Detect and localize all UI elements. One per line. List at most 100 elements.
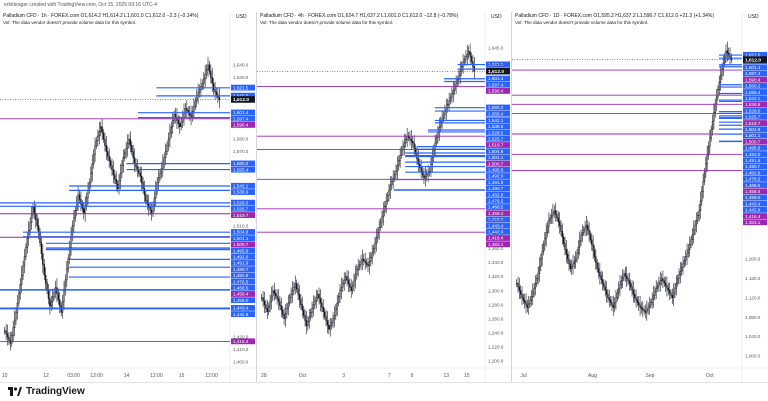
level-label: 1,601.4 xyxy=(745,65,761,70)
candle xyxy=(300,299,302,305)
candle xyxy=(52,296,54,302)
candle xyxy=(208,64,211,72)
chart-svg-1d[interactable]: 1,621.51,615.01,601.41,597.41,590.41,560… xyxy=(512,12,768,382)
candle xyxy=(639,304,641,308)
candle xyxy=(448,100,450,105)
y-tick-label: 1,260.0 xyxy=(488,316,504,321)
candle xyxy=(722,62,724,70)
candle xyxy=(276,295,278,299)
level-label-bg xyxy=(231,305,255,311)
candle xyxy=(468,51,470,55)
chart-panel-4h[interactable]: 1,621.51,615.01,601.41,597.41,590.41,560… xyxy=(257,12,511,382)
level-label-bg xyxy=(743,219,767,226)
level-label-bg xyxy=(486,142,510,148)
candle xyxy=(98,131,100,137)
candle xyxy=(662,278,664,282)
candle xyxy=(297,288,299,295)
level-label-bg xyxy=(231,115,255,122)
candle xyxy=(18,293,20,304)
y-tick-label: 1,420.0 xyxy=(233,335,249,340)
candle xyxy=(398,160,400,167)
candle xyxy=(109,160,112,166)
candle xyxy=(265,304,267,309)
candle xyxy=(545,232,547,239)
candle xyxy=(538,266,541,274)
level-label: 1,542.1 xyxy=(233,184,249,189)
candle xyxy=(579,240,581,248)
candle xyxy=(25,247,27,257)
level-label-bg xyxy=(743,213,767,219)
candle xyxy=(541,251,543,260)
x-tick-label: 15 xyxy=(464,373,470,379)
candle xyxy=(315,297,317,302)
candle xyxy=(374,242,376,249)
candle xyxy=(470,56,473,62)
candle xyxy=(703,171,706,182)
candle xyxy=(613,302,616,308)
candle xyxy=(632,290,635,295)
chart-svg-4h[interactable]: 1,621.51,615.01,601.41,597.41,590.41,560… xyxy=(257,12,511,382)
y-tick-label: 1,340.0 xyxy=(488,260,504,265)
candle xyxy=(520,290,522,295)
candle xyxy=(392,177,394,182)
level-label: 1,555.4 xyxy=(745,90,761,95)
candle xyxy=(544,238,546,245)
level-label: 1,442.9 xyxy=(233,312,249,317)
x-tick-label: 15 xyxy=(179,373,185,379)
candle xyxy=(459,70,462,76)
candle xyxy=(681,267,683,272)
candle xyxy=(287,302,289,309)
candle xyxy=(277,298,280,302)
candle xyxy=(678,274,680,279)
candle xyxy=(267,306,270,312)
candle xyxy=(570,266,573,270)
candle xyxy=(403,142,406,147)
candle xyxy=(344,276,347,281)
level-label-bg xyxy=(231,84,255,91)
candle xyxy=(135,163,137,168)
x-tick-label: 3 xyxy=(342,373,345,379)
level-label-bg xyxy=(743,64,767,71)
level-label-bg xyxy=(486,197,510,204)
candle xyxy=(129,138,132,146)
candle xyxy=(35,213,37,220)
level-label-bg xyxy=(486,81,510,88)
candle xyxy=(203,78,205,84)
candle xyxy=(160,168,163,174)
level-label: 1,476.5 xyxy=(233,279,249,284)
candle xyxy=(644,310,647,313)
level-label: 1,492.0 xyxy=(233,254,249,259)
candle xyxy=(565,249,567,255)
candle xyxy=(64,279,67,291)
candle xyxy=(685,256,687,261)
y-tick-label: 1,240.0 xyxy=(488,330,504,335)
candle xyxy=(314,300,316,305)
candle xyxy=(323,311,326,317)
chart-svg-1h[interactable]: 1,621.5 1,615.0 1,601.41,597.4 1,596.4 1,560… xyxy=(0,12,256,382)
candle xyxy=(636,299,639,303)
candle xyxy=(663,280,665,284)
level-label: 1,416.4 xyxy=(745,214,761,219)
candle xyxy=(449,97,452,102)
candle xyxy=(656,285,659,289)
candle xyxy=(111,165,113,171)
chart-panel-1d[interactable]: 1,621.51,615.01,601.41,597.41,590.41,560… xyxy=(512,12,768,382)
candle xyxy=(515,283,518,285)
candle xyxy=(550,215,553,219)
candle xyxy=(118,180,120,189)
level-label: 1,538.6 xyxy=(745,102,761,107)
candle xyxy=(370,257,372,262)
level-label-bg xyxy=(231,235,255,242)
candle xyxy=(354,274,357,281)
chart-panel-1h[interactable]: 1,621.5 1,615.0 1,601.4 1,597.4 1,596.4 1,560… xyxy=(0,12,256,382)
level-label-bg xyxy=(486,166,510,173)
tradingview-logo[interactable]: TradingView xyxy=(8,386,85,397)
candle xyxy=(686,252,688,257)
candle xyxy=(124,152,126,158)
candle xyxy=(312,304,315,309)
level-label-bg xyxy=(231,297,255,304)
candle xyxy=(371,252,373,258)
candle xyxy=(11,335,13,344)
level-label: 1,458.0 xyxy=(745,195,761,200)
candle xyxy=(49,298,51,307)
